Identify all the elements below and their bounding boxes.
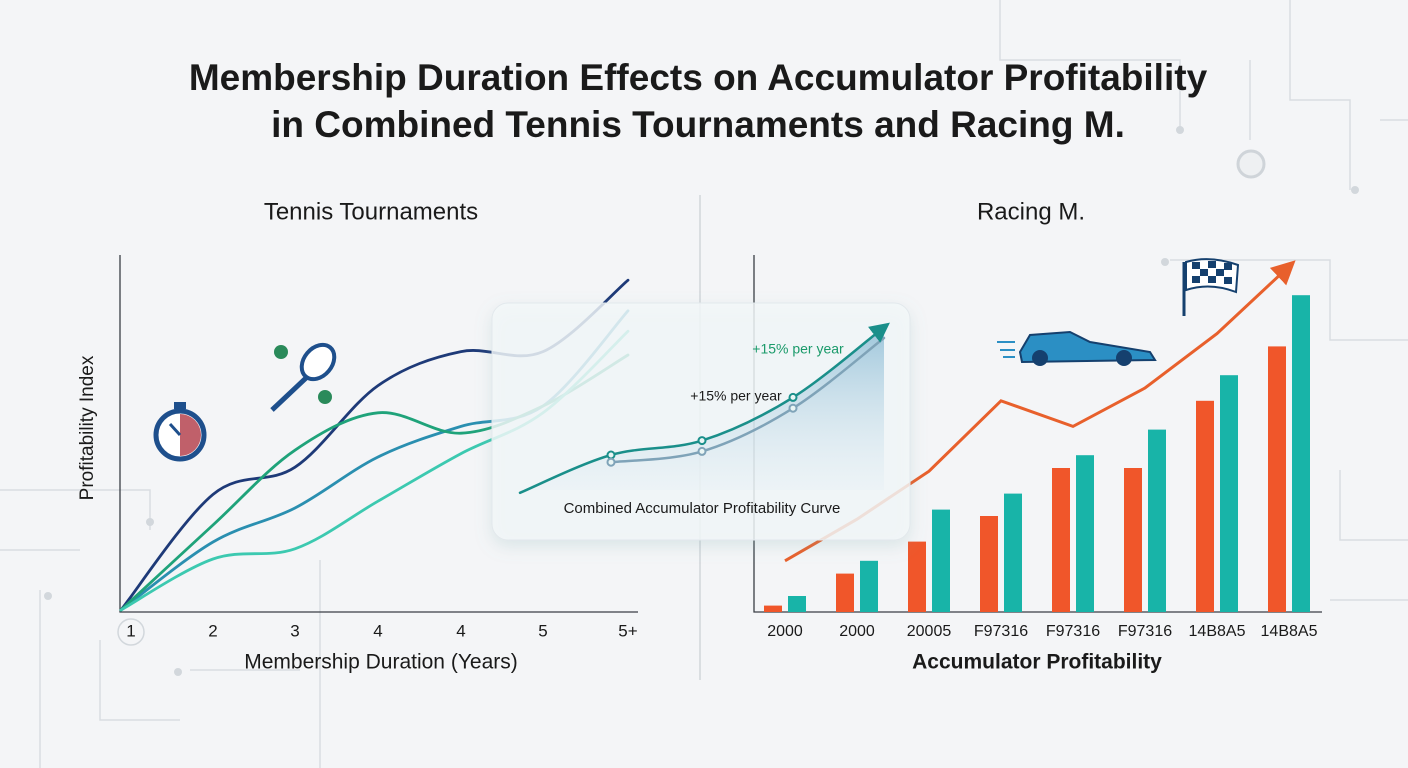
x-tick-label: F97316 [1046,623,1100,640]
racket-icon [270,342,337,412]
x-tick-label: 4 [456,621,465,640]
bar [1124,468,1142,612]
x-tick-label: 2000 [767,623,803,640]
x-tick-label: 14B8A5 [1261,623,1318,640]
card-title: Combined Accumulator Profitability Curve [564,500,841,517]
x-tick-label: F97316 [1118,623,1172,640]
x-tick-label: F97316 [974,623,1028,640]
bar [1052,468,1070,612]
bar [764,605,782,612]
bar [980,516,998,612]
point [606,450,616,460]
race-car-icon [997,330,1157,366]
x-axis-label: Accumulator Profitability [912,651,1162,674]
bar [1196,400,1214,612]
bar [860,560,878,612]
x-tick-label: 20005 [907,623,952,640]
point [788,403,798,413]
bar [1004,493,1022,612]
x-axis-label: Membership Duration (Years) [244,651,518,674]
x-tick-label: 1 [126,621,135,640]
bar [908,541,926,612]
panel-title: Racing M. [977,198,1085,225]
x-tick-label: 5+ [618,621,637,640]
bar [1148,429,1166,612]
bar [932,509,950,612]
y-axis-label: Profitability Index [77,355,98,500]
x-tick-label: 14B8A5 [1189,623,1246,640]
x-tick-label: 2 [208,621,217,640]
panel-title: Tennis Tournaments [264,198,478,225]
bar [1292,295,1310,612]
axis [119,255,638,613]
overlay-plot [518,322,890,495]
x-tick-label: 3 [290,621,299,640]
title-line: Membership Duration Effects on Accumulat… [189,57,1208,98]
tick-highlight [117,618,145,646]
x-tick-label: 2000 [839,623,875,640]
bar [836,573,854,612]
annotation: +15% per year [690,388,782,404]
stopwatch-icon [153,402,207,462]
x-tick-label: 4 [373,621,382,640]
bar [1268,346,1286,612]
line-series [609,336,886,464]
annotation: +15% per year [752,341,844,357]
plots: 1 2 3 4 4 5 5+ 2000 2000 20005 F97316 F97316 F97316 1… [119,260,1318,640]
point [697,446,707,456]
bar [788,596,806,612]
bar [1076,455,1094,612]
point [788,392,798,402]
point [606,457,616,467]
flag-icon [1182,258,1240,316]
point [697,436,707,446]
bar [1220,375,1238,612]
title-line: in Combined Tennis Tournaments and Racin… [271,104,1125,145]
area-fill [520,327,884,493]
x-tick-label: 5 [538,621,547,640]
